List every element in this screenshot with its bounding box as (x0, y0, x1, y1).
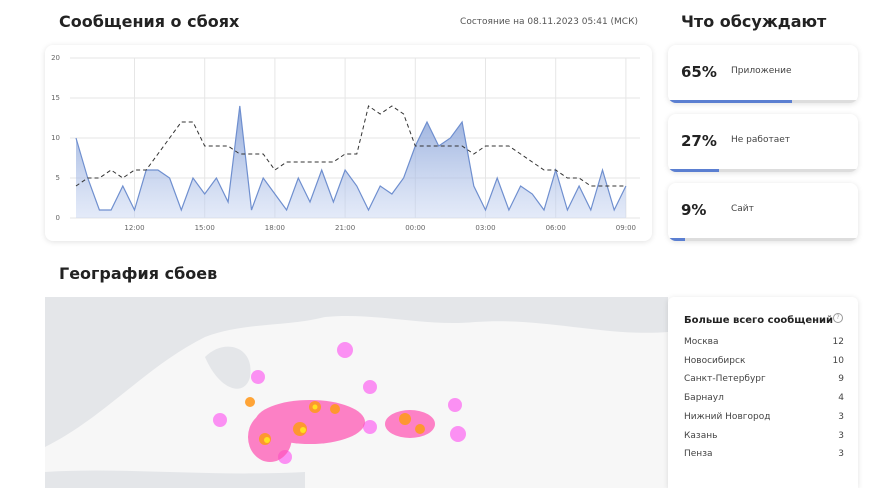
x-tick-label: 12:00 (124, 224, 144, 232)
count: 3 (838, 449, 844, 460)
y-tick-label: 10 (51, 134, 60, 142)
x-tick-label: 15:00 (195, 224, 215, 232)
count: 12 (832, 337, 844, 347)
topic-card[interactable]: 27% Не работает (668, 114, 858, 172)
area (76, 106, 626, 218)
topic-card[interactable]: 65% Приложение (668, 45, 858, 103)
list-title: Больше всего сообщений (684, 315, 834, 326)
city: Барнаул (684, 393, 724, 404)
x-tick-label: 03:00 (475, 224, 495, 232)
topic-label: Не работает (731, 135, 790, 145)
line (75, 105, 626, 187)
map (45, 297, 668, 488)
x-tick-label: 21:00 (335, 224, 355, 232)
progress-track (668, 238, 858, 241)
status: Состояние на 08.11.2023 05:41 (МСК) (460, 17, 638, 27)
x-tick-label: 00:00 (405, 224, 425, 232)
line (75, 105, 627, 212)
progress-bar (668, 238, 686, 241)
geo-panel: Больше всего сообщений ? Москва 12 Новосиб… (668, 297, 858, 488)
city: Новосибирск (684, 355, 746, 366)
progress-bar (668, 169, 720, 172)
topic-label: Приложение (731, 66, 792, 76)
topic-card[interactable]: 9% Сайт (668, 183, 858, 241)
topic-label: Сайт (731, 204, 754, 214)
progress-track (668, 169, 858, 172)
city: Пенза (684, 449, 713, 460)
x-tick-label: 09:00 (616, 224, 636, 232)
title: Сообщения о сбоях (59, 12, 240, 31)
count: 4 (838, 393, 844, 404)
y-tick-label: 15 (51, 94, 60, 102)
topic-percent: 27% (681, 132, 717, 150)
city: Казань (684, 430, 718, 441)
city: Москва (684, 337, 719, 347)
x-tick-label: 18:00 (265, 224, 285, 232)
y-tick-label: 5 (56, 174, 60, 182)
map-image (45, 315, 668, 488)
geo-title: География сбоев (59, 264, 218, 283)
topic-percent: 65% (681, 63, 717, 81)
y-tick-label: 0 (56, 214, 60, 222)
count: 10 (832, 355, 844, 366)
city: Санкт-Петербург (684, 374, 766, 385)
progress-bar (668, 100, 792, 103)
topics-title: Что обсуждают (681, 12, 827, 31)
count: 9 (838, 374, 844, 385)
count: 3 (838, 411, 844, 422)
topic-percent: 9% (681, 201, 707, 219)
help-icon[interactable]: ? (833, 313, 843, 323)
y-tick-label: 20 (51, 54, 60, 62)
x-tick-label: 06:00 (546, 224, 566, 232)
city: Нижний Новгород (684, 411, 771, 422)
count: 3 (838, 430, 844, 441)
